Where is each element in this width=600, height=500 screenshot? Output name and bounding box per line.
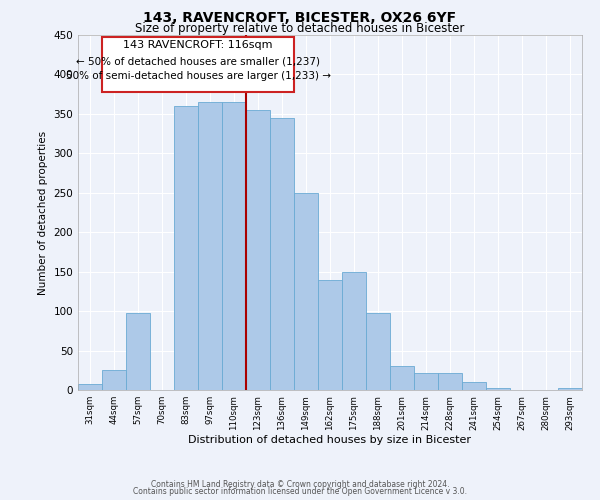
Y-axis label: Number of detached properties: Number of detached properties bbox=[38, 130, 48, 294]
Bar bbox=[102, 370, 126, 390]
Bar bbox=[174, 106, 198, 390]
Bar bbox=[342, 272, 366, 390]
Bar bbox=[270, 118, 294, 390]
Bar bbox=[246, 110, 270, 390]
Bar bbox=[414, 372, 438, 390]
Bar bbox=[318, 280, 342, 390]
Bar bbox=[438, 372, 462, 390]
Bar bbox=[462, 382, 486, 390]
Text: 50% of semi-detached houses are larger (1,233) →: 50% of semi-detached houses are larger (… bbox=[65, 71, 331, 81]
Bar bbox=[78, 384, 102, 390]
Text: Size of property relative to detached houses in Bicester: Size of property relative to detached ho… bbox=[136, 22, 464, 35]
Bar bbox=[390, 366, 414, 390]
Text: ← 50% of detached houses are smaller (1,237): ← 50% of detached houses are smaller (1,… bbox=[76, 56, 320, 66]
Text: Contains public sector information licensed under the Open Government Licence v : Contains public sector information licen… bbox=[133, 487, 467, 496]
Bar bbox=[294, 193, 318, 390]
Bar bbox=[126, 312, 150, 390]
Bar bbox=[486, 388, 510, 390]
Bar bbox=[222, 102, 246, 390]
Bar bbox=[198, 102, 222, 390]
Bar bbox=[558, 388, 582, 390]
FancyBboxPatch shape bbox=[103, 36, 293, 92]
Bar bbox=[366, 314, 390, 390]
X-axis label: Distribution of detached houses by size in Bicester: Distribution of detached houses by size … bbox=[188, 436, 472, 446]
Text: Contains HM Land Registry data © Crown copyright and database right 2024.: Contains HM Land Registry data © Crown c… bbox=[151, 480, 449, 489]
Text: 143, RAVENCROFT, BICESTER, OX26 6YF: 143, RAVENCROFT, BICESTER, OX26 6YF bbox=[143, 11, 457, 25]
Text: 143 RAVENCROFT: 116sqm: 143 RAVENCROFT: 116sqm bbox=[123, 40, 273, 50]
